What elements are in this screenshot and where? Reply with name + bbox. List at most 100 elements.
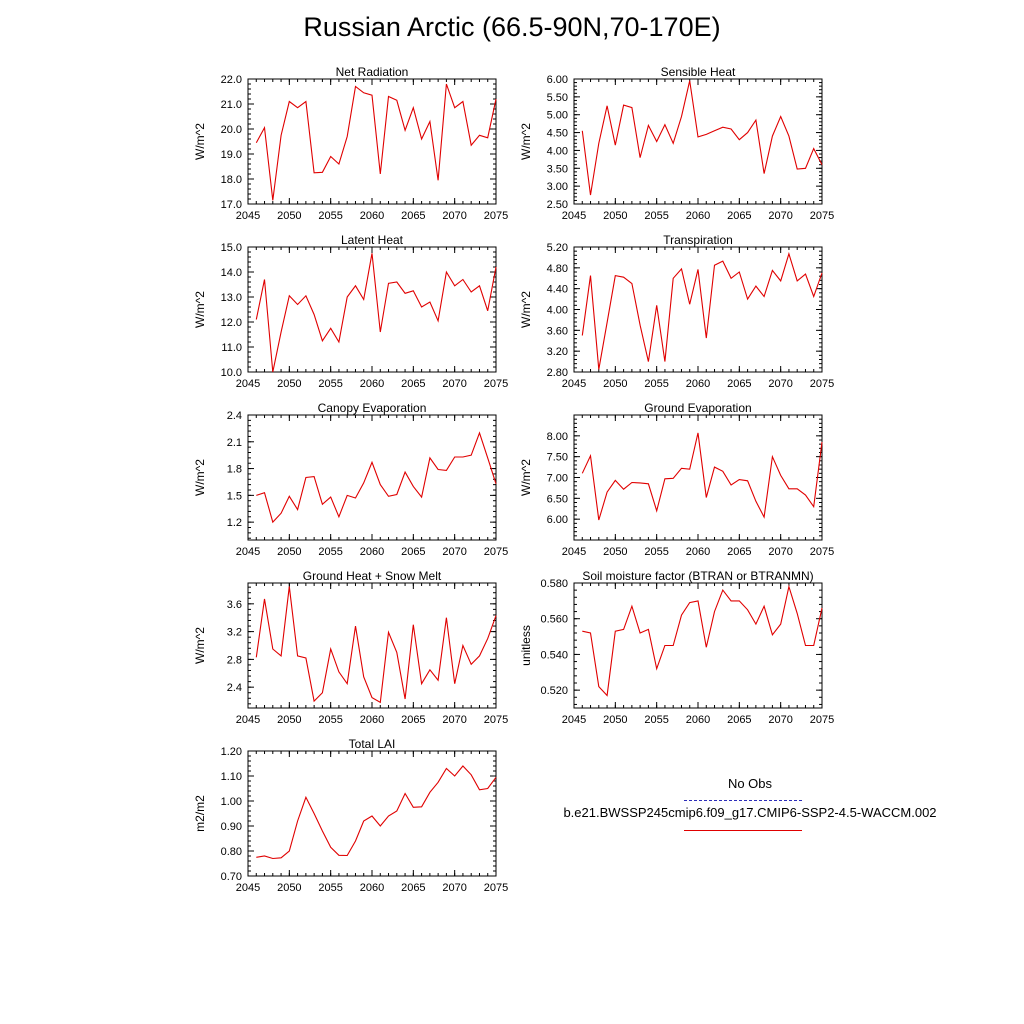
x-tick-label: 2075 <box>810 378 834 390</box>
y-tick-label: 7.50 <box>547 452 568 464</box>
y-tick-label: 3.2 <box>227 627 242 639</box>
x-tick-label: 2070 <box>442 882 466 894</box>
x-tick-label: 2050 <box>277 378 301 390</box>
x-tick-label: 2075 <box>484 714 508 726</box>
panel-title: Ground Heat + Snow Melt <box>303 569 442 583</box>
y-tick-label: 17.0 <box>221 199 242 211</box>
chart-panel-3: Latent Heat 2045 2050 2055 2060 2065 2070 2075 1… <box>193 233 508 390</box>
x-tick-label: 2045 <box>562 378 586 390</box>
x-tick-label: 2055 <box>318 882 342 894</box>
x-tick-label: 2070 <box>442 378 466 390</box>
x-tick-label: 2055 <box>644 210 668 222</box>
chart-panel-8: Soil moisture factor (BTRAN or BTRANMN) 2… <box>519 569 834 726</box>
y-tick-label: 13.0 <box>221 292 242 304</box>
series-line <box>255 586 497 704</box>
x-tick-label: 2075 <box>484 546 508 558</box>
x-tick-label: 2065 <box>727 210 751 222</box>
x-tick-label: 2075 <box>484 882 508 894</box>
x-tick-label: 2060 <box>360 714 384 726</box>
y-axis-label: W/m^2 <box>519 291 533 328</box>
y-axis-label: W/m^2 <box>193 627 207 664</box>
chart-panel-5: Canopy Evaporation 2045 2050 2055 2060 2065 20… <box>193 401 508 558</box>
y-tick-label: 2.4 <box>227 410 242 422</box>
x-tick-label: 2055 <box>644 546 668 558</box>
x-tick-label: 2060 <box>686 546 710 558</box>
panel-title: Ground Evaporation <box>644 401 751 415</box>
y-tick-label: 3.00 <box>547 181 568 193</box>
x-tick-label: 2045 <box>236 546 260 558</box>
legend-obs-label: No Obs <box>727 776 773 791</box>
series-line <box>581 432 823 521</box>
y-tick-label: 0.70 <box>221 871 242 883</box>
x-tick-label: 2065 <box>401 546 425 558</box>
plot-frame <box>247 414 497 541</box>
y-axis-label: m2/m2 <box>193 795 207 832</box>
plot-frame <box>573 78 823 205</box>
x-tick-label: 2060 <box>360 882 384 894</box>
y-tick-label: 10.0 <box>221 367 242 379</box>
chart-panel-9: Total LAI 2045 2050 2055 2060 2065 2070 2075 0.7… <box>193 737 508 894</box>
x-tick-label: 2065 <box>727 546 751 558</box>
x-tick-label: 2050 <box>277 882 301 894</box>
y-tick-label: 22.0 <box>221 74 242 86</box>
y-axis-label: W/m^2 <box>193 123 207 160</box>
y-tick-label: 0.560 <box>540 614 568 626</box>
x-tick-label: 2060 <box>686 210 710 222</box>
y-tick-label: 6.00 <box>547 514 568 526</box>
x-tick-label: 2055 <box>644 378 668 390</box>
y-tick-label: 2.50 <box>547 199 568 211</box>
x-tick-label: 2070 <box>442 714 466 726</box>
plot-frame <box>247 750 497 877</box>
y-axis-label: unitless <box>519 625 533 666</box>
series-line <box>581 251 823 370</box>
x-tick-label: 2070 <box>442 546 466 558</box>
x-tick-label: 2065 <box>401 210 425 222</box>
y-tick-label: 18.0 <box>221 174 242 186</box>
x-tick-label: 2070 <box>442 210 466 222</box>
series-line <box>255 253 497 373</box>
x-tick-label: 2045 <box>562 546 586 558</box>
x-tick-label: 2065 <box>727 714 751 726</box>
x-tick-label: 2055 <box>644 714 668 726</box>
y-tick-label: 6.50 <box>547 493 568 505</box>
chart-panel-4: Transpiration 2045 2050 2055 2060 2065 2070 207… <box>519 233 834 390</box>
x-tick-label: 2065 <box>401 378 425 390</box>
y-tick-label: 6.00 <box>547 74 568 86</box>
x-tick-label: 2075 <box>810 546 834 558</box>
y-tick-label: 5.20 <box>547 242 568 254</box>
x-tick-label: 2060 <box>686 378 710 390</box>
x-tick-label: 2065 <box>401 714 425 726</box>
x-tick-label: 2055 <box>318 714 342 726</box>
legend-case-line <box>684 830 802 831</box>
y-tick-label: 5.00 <box>547 110 568 122</box>
y-tick-label: 4.00 <box>547 145 568 157</box>
x-tick-label: 2075 <box>484 210 508 222</box>
y-tick-label: 20.0 <box>221 124 242 136</box>
y-tick-label: 3.60 <box>547 325 568 337</box>
series-line <box>256 431 497 524</box>
y-tick-label: 1.8 <box>227 464 242 476</box>
x-tick-label: 2075 <box>810 210 834 222</box>
panel-title: Sensible Heat <box>661 65 736 79</box>
y-axis-label: W/m^2 <box>193 459 207 496</box>
x-tick-label: 2055 <box>318 378 342 390</box>
x-tick-label: 2060 <box>360 378 384 390</box>
y-tick-label: 7.00 <box>547 473 568 485</box>
y-tick-label: 3.20 <box>547 346 568 358</box>
legend-obs-line <box>684 800 802 801</box>
x-tick-label: 2055 <box>318 210 342 222</box>
y-tick-label: 8.00 <box>547 431 568 443</box>
chart-panel-7: Ground Heat + Snow Melt 2045 2050 2055 2060 2… <box>193 569 508 726</box>
series-line <box>256 765 497 860</box>
y-tick-label: 14.0 <box>221 267 242 279</box>
x-tick-label: 2065 <box>401 882 425 894</box>
x-tick-label: 2050 <box>277 714 301 726</box>
y-tick-label: 15.0 <box>221 242 242 254</box>
x-tick-label: 2050 <box>277 546 301 558</box>
y-tick-label: 1.00 <box>221 796 242 808</box>
y-tick-label: 21.0 <box>221 99 242 111</box>
x-tick-label: 2050 <box>603 714 627 726</box>
y-tick-label: 1.20 <box>221 746 242 758</box>
x-tick-label: 2060 <box>360 210 384 222</box>
series-line <box>582 584 823 697</box>
